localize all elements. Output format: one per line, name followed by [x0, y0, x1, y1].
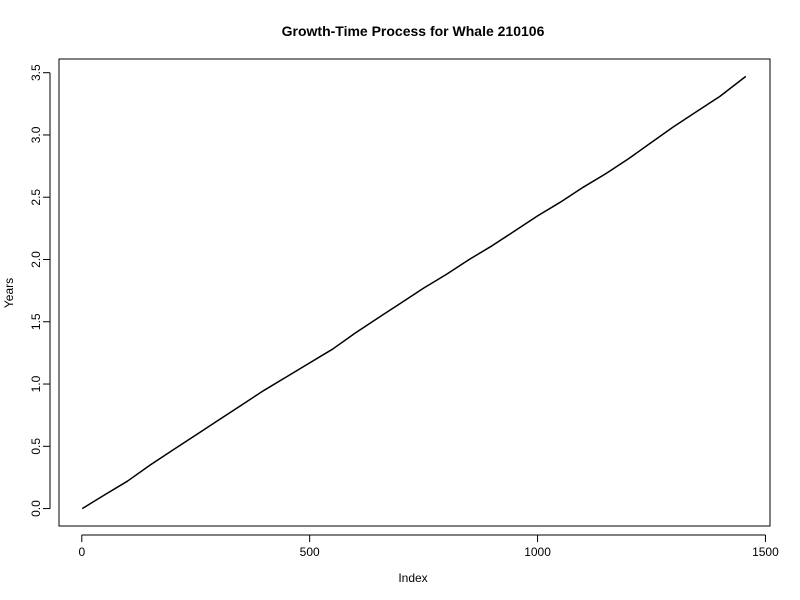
y-tick-label: 1.5 — [29, 313, 43, 330]
y-tick-label: 3.5 — [29, 64, 43, 81]
x-tick-label: 500 — [300, 545, 320, 559]
x-axis-label: Index — [398, 571, 427, 585]
chart-title: Growth-Time Process for Whale 210106 — [282, 23, 545, 39]
y-axis-label: Years — [2, 278, 16, 308]
series-layer — [81, 75, 747, 510]
y-tick-label: 2.0 — [29, 251, 43, 268]
y-tick-label: 0.5 — [29, 438, 43, 455]
y-axis: 0.0 0.5 1.0 1.5 2.0 2.5 3.0 3.5 — [29, 64, 51, 517]
x-tick-label: 0 — [78, 545, 85, 559]
y-tick-label: 2.5 — [29, 189, 43, 206]
series-line — [81, 75, 747, 510]
y-tick-label: 0.0 — [29, 500, 43, 517]
x-axis: 0 500 1000 1500 — [78, 534, 779, 559]
x-tick-label: 1500 — [752, 545, 779, 559]
y-tick-label: 3.0 — [29, 126, 43, 143]
x-tick-label: 1000 — [524, 545, 551, 559]
y-tick-label: 1.0 — [29, 375, 43, 392]
plot-frame — [58, 58, 771, 527]
